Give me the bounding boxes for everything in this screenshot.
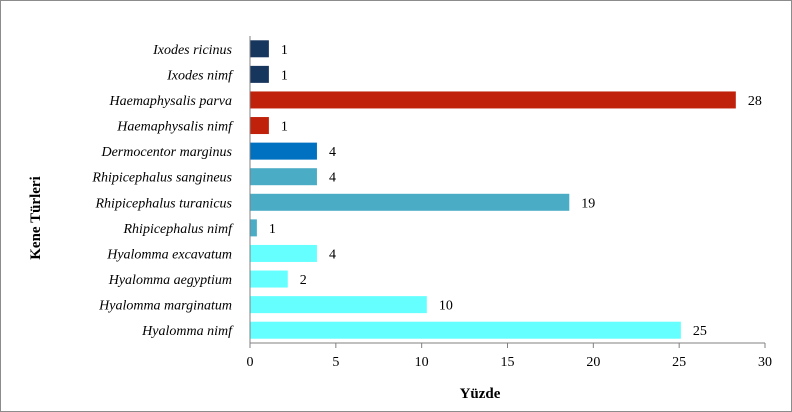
x-tick-label: 15 bbox=[501, 355, 515, 370]
category-label-ixodes-ricinus: Ixodes ricinus bbox=[152, 43, 232, 58]
category-label-rhipicephalus-turanicus: Rhipicephalus turanicus bbox=[95, 196, 233, 211]
data-label-dermocentor-marginus: 4 bbox=[329, 145, 336, 160]
data-label-haemaphysalis-parva: 28 bbox=[748, 94, 762, 109]
data-label-haemaphysalis-nimf: 1 bbox=[281, 120, 288, 135]
bar-hyalomma-aegyptium bbox=[250, 270, 288, 288]
data-label-ixodes-nimf: 1 bbox=[281, 68, 288, 83]
bar-haemaphysalis-parva bbox=[250, 91, 736, 109]
category-label-rhipicephalus-sangineus: Rhipicephalus sangineus bbox=[91, 171, 232, 186]
category-label-ixodes-nimf: Ixodes nimf bbox=[166, 68, 234, 83]
x-tick-label: 30 bbox=[758, 355, 772, 370]
category-label-dermocentor-marginus: Dermocentor marginus bbox=[100, 145, 232, 160]
bar-hyalomma-marginatum bbox=[250, 296, 427, 314]
x-tick-label: 25 bbox=[672, 355, 686, 370]
data-label-hyalomma-marginatum: 10 bbox=[439, 299, 453, 314]
bar-ixodes-nimf bbox=[250, 65, 269, 83]
category-label-hyalomma-excavatum: Hyalomma excavatum bbox=[106, 247, 232, 262]
x-tick-label: 5 bbox=[332, 355, 339, 370]
bar-ixodes-ricinus bbox=[250, 40, 269, 58]
x-axis-title: Yüzde bbox=[460, 386, 501, 402]
data-label-hyalomma-aegyptium: 2 bbox=[300, 273, 307, 288]
data-labels: 1 1 28 1 4 4 19 1 4 2 10 25 bbox=[269, 43, 762, 339]
bar-rhipicephalus-nimf bbox=[250, 219, 257, 237]
category-labels: Ixodes ricinus Ixodes nimf Haemaphysalis p… bbox=[91, 43, 234, 339]
category-label-hyalomma-marginatum: Hyalomma marginatum bbox=[98, 299, 232, 314]
bar-rhipicephalus-turanicus bbox=[250, 193, 570, 211]
bars-group bbox=[250, 40, 736, 339]
data-label-hyalomma-excavatum: 4 bbox=[329, 247, 336, 262]
bar-rhipicephalus-sangineus bbox=[250, 168, 317, 186]
category-label-haemaphysalis-parva: Haemaphysalis parva bbox=[109, 94, 233, 109]
x-tick-label: 10 bbox=[415, 355, 429, 370]
bar-haemaphysalis-nimf bbox=[250, 117, 269, 135]
x-ticks: 0 5 10 15 20 25 30 bbox=[247, 343, 772, 370]
bar-hyalomma-nimf bbox=[250, 321, 681, 339]
y-axis-title: Kene Türleri bbox=[28, 176, 44, 259]
bar-hyalomma-excavatum bbox=[250, 244, 317, 262]
x-tick-label: 20 bbox=[586, 355, 600, 370]
data-label-rhipicephalus-nimf: 1 bbox=[269, 222, 276, 237]
bar-dermocentor-marginus bbox=[250, 142, 317, 160]
data-label-ixodes-ricinus: 1 bbox=[281, 43, 288, 58]
category-label-haemaphysalis-nimf: Haemaphysalis nimf bbox=[116, 120, 234, 135]
category-label-hyalomma-aegyptium: Hyalomma aegyptium bbox=[108, 273, 232, 288]
data-label-rhipicephalus-turanicus: 19 bbox=[581, 196, 595, 211]
category-label-rhipicephalus-nimf: Rhipicephalus nimf bbox=[123, 222, 235, 237]
data-label-rhipicephalus-sangineus: 4 bbox=[329, 171, 336, 186]
category-label-hyalomma-nimf: Hyalomma nimf bbox=[141, 324, 234, 339]
data-label-hyalomma-nimf: 25 bbox=[693, 324, 707, 339]
x-tick-label: 0 bbox=[247, 355, 254, 370]
